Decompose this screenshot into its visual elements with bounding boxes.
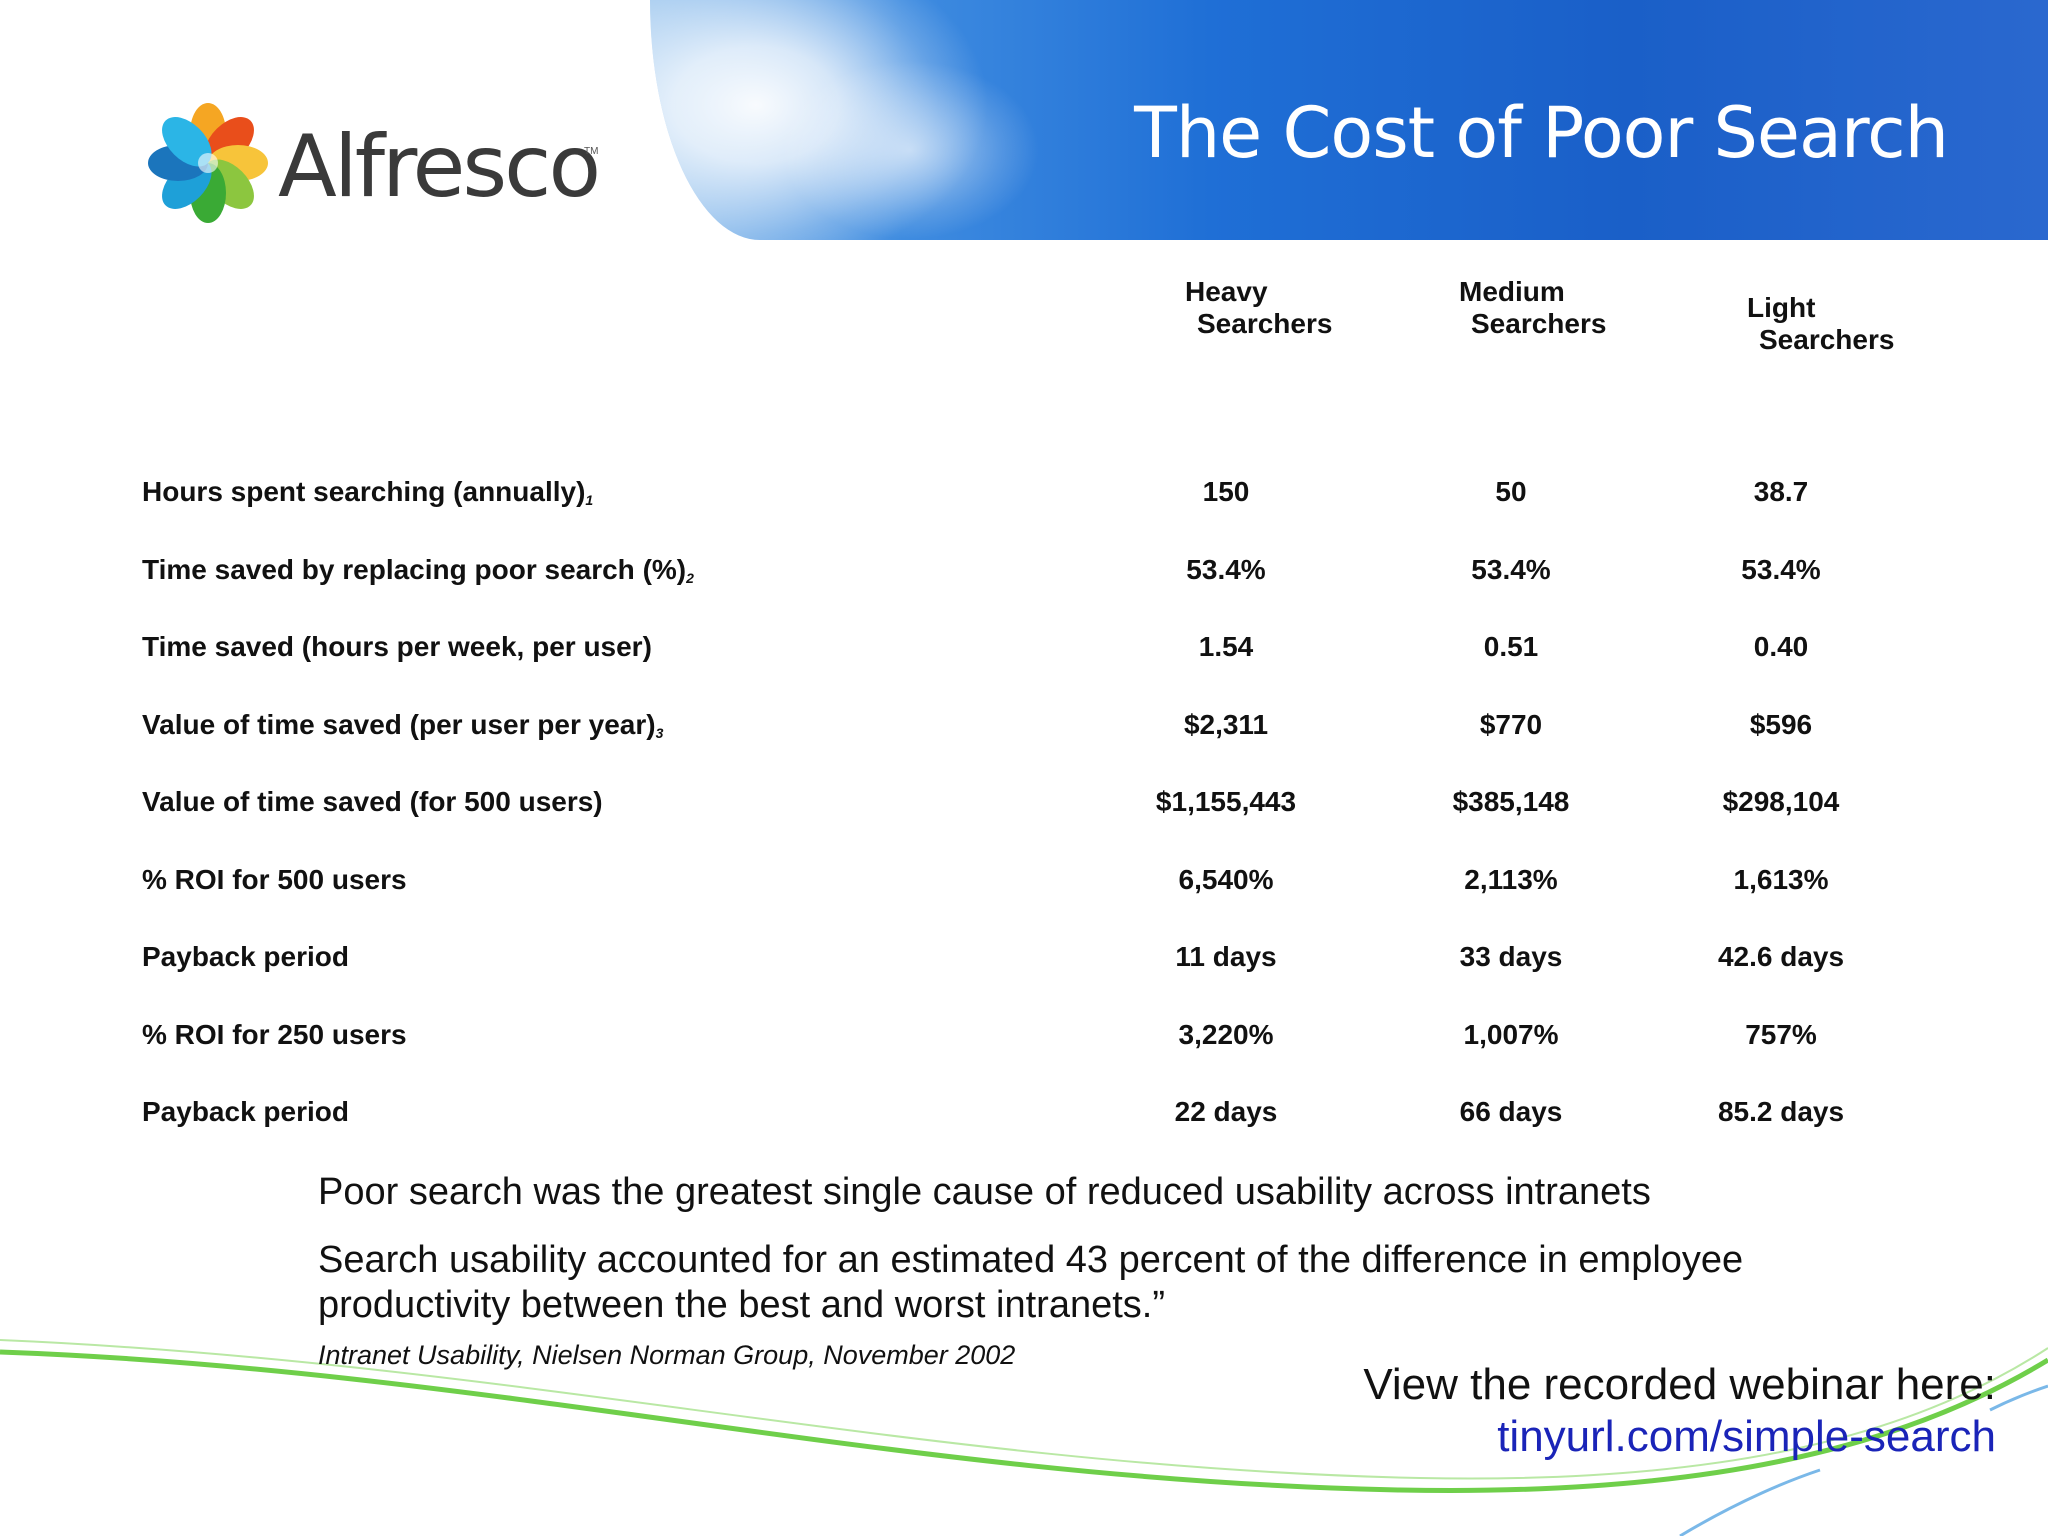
table-cell: 50	[1495, 476, 1527, 507]
slide-title: The Cost of Poor Search	[1134, 92, 1949, 174]
quote-line-1: Poor search was the greatest single caus…	[318, 1171, 1651, 1213]
table-row-label: % ROI for 250 users	[142, 1019, 407, 1050]
alfresco-flower-icon	[148, 103, 268, 223]
column-header-heavy: Heavy Searchers	[1185, 276, 1333, 339]
table-row-label: % ROI for 500 users	[142, 864, 407, 895]
table-cell: $596	[1749, 709, 1813, 740]
table-cell: $385,148	[1452, 786, 1570, 817]
quote-line-2: Search usability accounted for an estima…	[318, 1239, 1744, 1326]
table-cell: 0.51	[1483, 631, 1539, 662]
header-banner	[650, 0, 2048, 240]
webinar-link[interactable]: tinyurl.com/simple-search	[1497, 1412, 1996, 1461]
table-cell: 0.40	[1753, 631, 1809, 662]
table-cell: 53.4%	[1471, 554, 1551, 585]
table-cell: 11 days	[1175, 941, 1277, 972]
table-cell: 53.4%	[1741, 554, 1821, 585]
table-cell: 1.54	[1198, 631, 1254, 662]
table-row-label: Payback period	[142, 1096, 349, 1127]
table-cell: $1,155,443	[1155, 786, 1297, 817]
table-cell: 1,613%	[1733, 864, 1829, 895]
table-cell: 53.4%	[1186, 554, 1266, 585]
table-cell: 33 days	[1459, 941, 1563, 972]
table-cell: 757%	[1745, 1019, 1817, 1050]
table-cell: 6,540%	[1178, 864, 1274, 895]
table-cell: $770	[1479, 709, 1543, 740]
table-row-label: Value of time saved (for 500 users)	[142, 786, 603, 817]
table-cell: 1,007%	[1463, 1019, 1559, 1050]
column-header-medium: Medium Searchers	[1459, 276, 1607, 339]
table-cell: 66 days	[1459, 1096, 1563, 1127]
table-row-label: Payback period	[142, 941, 349, 972]
table-row-label: Value of time saved (per user per year)3	[142, 709, 664, 741]
table-cell: 22 days	[1174, 1096, 1278, 1127]
table-row-label: Time saved (hours per week, per user)	[142, 631, 652, 662]
webinar-caption: View the recorded webinar here:	[1363, 1360, 1996, 1409]
table-cell: 85.2 days	[1717, 1096, 1845, 1127]
table-cell: 38.7	[1753, 476, 1809, 507]
table-cell: 42.6 days	[1717, 941, 1845, 972]
green-swoosh-decoration	[0, 1339, 2048, 1536]
table-cell: $2,311	[1183, 709, 1269, 740]
table-cell: 3,220%	[1178, 1019, 1274, 1050]
logo-trademark: TM	[584, 146, 599, 157]
table-cell: 150	[1202, 476, 1250, 507]
column-header-light: Light Searchers	[1747, 292, 1895, 355]
table-cell: $298,104	[1722, 786, 1840, 817]
table-cell: 2,113%	[1464, 864, 1558, 895]
logo-wordmark: Alfresco	[278, 117, 601, 217]
table-row-label: Time saved by replacing poor search (%)2	[142, 554, 694, 586]
table-row-label: Hours spent searching (annually)1	[142, 476, 594, 508]
quote-citation: Intranet Usability, Nielsen Norman Group…	[318, 1340, 1016, 1370]
